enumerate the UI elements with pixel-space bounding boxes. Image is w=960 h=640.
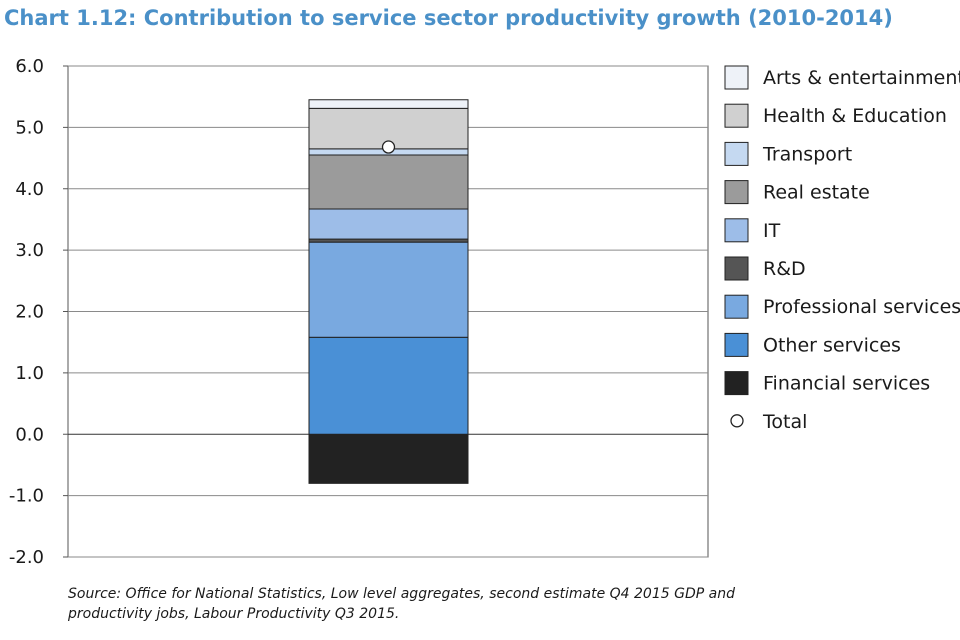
- legend-swatch: [724, 332, 749, 357]
- legend-swatch: [724, 180, 749, 205]
- legend-label: Health & Education: [763, 105, 947, 127]
- y-tick-label: 6.0: [15, 56, 44, 77]
- y-tick-label: 3.0: [15, 240, 44, 261]
- legend-swatch: [730, 414, 744, 428]
- legend-item-professional-services: Professional services: [724, 294, 960, 319]
- bar-segment-real-estate: [308, 154, 469, 210]
- legend-item-health-education: Health & Education: [724, 103, 947, 128]
- legend-label: Real estate: [763, 182, 870, 204]
- legend-label: Financial services: [763, 373, 930, 395]
- legend-item-transport: Transport: [724, 141, 852, 166]
- legend: Arts & entertainment Health & Education Tr…: [724, 65, 960, 433]
- bar-segment-it: [308, 208, 469, 240]
- legend-item-total: Total: [730, 411, 807, 433]
- legend-label: Other services: [763, 334, 901, 356]
- legend-item-arts-entertainment: Arts & entertainment: [724, 65, 960, 90]
- legend-label: R&D: [763, 258, 806, 280]
- legend-item-other-services: Other services: [724, 332, 901, 357]
- bar-segment-other-services: [308, 336, 469, 435]
- y-tick-label: -1.0: [9, 486, 44, 507]
- legend-swatch: [724, 103, 749, 128]
- legend-item-r-d: R&D: [724, 256, 806, 281]
- source-note: Source: Office for National Statistics, …: [68, 586, 735, 622]
- legend-label: Professional services: [763, 296, 960, 318]
- y-tick-label: 1.0: [15, 363, 44, 384]
- y-tick-label: 2.0: [15, 302, 44, 323]
- legend-item-it: IT: [724, 218, 781, 243]
- legend-swatch: [724, 371, 749, 396]
- y-tick-label: 4.0: [15, 179, 44, 200]
- legend-swatch: [724, 65, 749, 90]
- legend-label: Transport: [762, 143, 852, 165]
- stacked-bar: [308, 99, 469, 484]
- legend-swatch: [724, 294, 749, 319]
- legend-swatch: [724, 256, 749, 281]
- y-tick-label: -2.0: [9, 547, 44, 568]
- legend-swatch: [724, 218, 749, 243]
- legend-swatch: [724, 141, 749, 166]
- bar-segment-arts-entertainment: [308, 99, 469, 109]
- legend-label: Arts & entertainment: [763, 67, 960, 89]
- bar-segment-financial-services: [308, 433, 469, 484]
- y-axis-ticks: 6.0 5.0 4.0 3.0 2.0 1.0 0.0 -1.0 -2.0: [9, 56, 68, 568]
- bar-segment-professional-services: [308, 241, 469, 338]
- legend-label: Total: [762, 411, 807, 433]
- total-marker: [381, 140, 396, 154]
- legend-item-real-estate: Real estate: [724, 180, 870, 205]
- legend-label: IT: [763, 220, 781, 242]
- y-tick-label: 5.0: [15, 117, 44, 138]
- y-tick-label: 0.0: [15, 424, 44, 445]
- chart-title: Chart 1.12: Contribution to service sect…: [4, 6, 893, 30]
- legend-item-financial-services: Financial services: [724, 371, 930, 396]
